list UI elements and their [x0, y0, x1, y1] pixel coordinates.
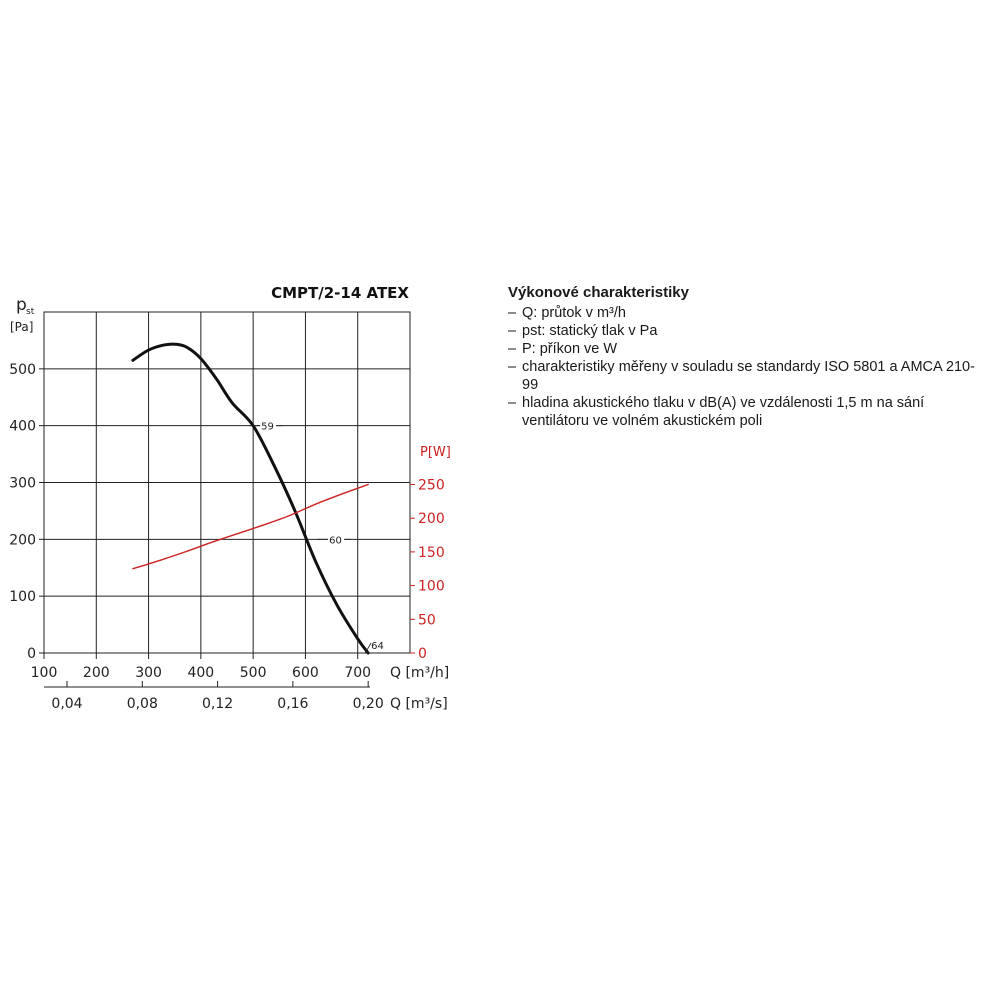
pressure-curve	[131, 342, 370, 655]
info-item-power: – P: příkon ve W	[508, 341, 618, 357]
power-curve	[132, 483, 369, 570]
y2-tick-label: 200	[418, 511, 445, 527]
x-tick-label: 100	[31, 665, 58, 681]
x2-axis-label: Q [m³/s]	[390, 696, 448, 712]
grid	[44, 312, 410, 653]
y-tick-label: 500	[9, 362, 36, 378]
axes	[39, 311, 415, 688]
x-tick-label: 700	[344, 665, 371, 681]
x-tick-label: 300	[135, 665, 162, 681]
y-tick-label: 300	[9, 476, 36, 492]
y2-tick-label: 0	[418, 646, 427, 662]
y2-tick-label: 50	[418, 612, 436, 628]
info-item-noise: – hladina akustického tlaku v dB(A) ve vz…	[508, 395, 925, 429]
chart-title: CMPT/2-14 ATEX	[271, 284, 409, 302]
dash: –	[508, 323, 517, 339]
y-tick-label: 200	[9, 532, 36, 548]
y-tick-label: 0	[27, 646, 36, 662]
y-tick-label: 400	[9, 419, 36, 435]
dash: –	[508, 341, 517, 357]
x2-tick-label: 0,04	[51, 696, 82, 712]
annotation-line	[364, 642, 372, 654]
x2-tick-label: 0,08	[127, 696, 158, 712]
y2-tick-label: 100	[418, 579, 445, 595]
x-tick-label: 500	[240, 665, 267, 681]
x-tick-label: 400	[187, 665, 214, 681]
annotation-bg	[260, 418, 277, 433]
y2-tick-label: 150	[418, 545, 445, 561]
annotation-label: 59	[261, 422, 274, 433]
annotation-label: 64	[371, 641, 384, 652]
dash: –	[508, 359, 517, 375]
info-item-standards: – charakteristiky měřeny v souladu se sta…	[508, 359, 975, 393]
info-item-flow: – Q: průtok v m³/h	[508, 305, 626, 321]
info-item-pressure: – pst: statický tlak v Pa	[508, 323, 658, 339]
y2-tick-label: 250	[418, 478, 445, 494]
x-axis-label: Q [m³/h]	[390, 665, 449, 681]
x-tick-label: 200	[83, 665, 110, 681]
dash: –	[508, 395, 517, 411]
info-list: – Q: průtok v m³/h – pst: statický tlak v …	[508, 304, 988, 430]
annotation-bg	[328, 532, 345, 547]
series-layer	[131, 342, 370, 655]
y-axis-label: p	[16, 295, 27, 315]
x-tick-label: 600	[292, 665, 319, 681]
dash: –	[508, 305, 517, 321]
x2-tick-label: 0,12	[202, 696, 233, 712]
y-tick-label: 100	[9, 589, 36, 605]
info-heading: Výkonové charakteristiky	[508, 284, 689, 301]
y-axis-unit: [Pa]	[10, 320, 33, 334]
annotation-label: 60	[329, 535, 342, 546]
x2-tick-label: 0,16	[277, 696, 308, 712]
x2-tick-label: 0,20	[353, 696, 384, 712]
y2-axis-label: P[W]	[420, 445, 451, 460]
labels: 0 100 200 300 400 500 0 50 100 150 200 250 100 200 300…	[9, 284, 451, 712]
y-axis-sublabel: st	[26, 307, 35, 317]
performance-info: Výkonové charakteristiky – Q: průtok v m³…	[508, 284, 988, 430]
